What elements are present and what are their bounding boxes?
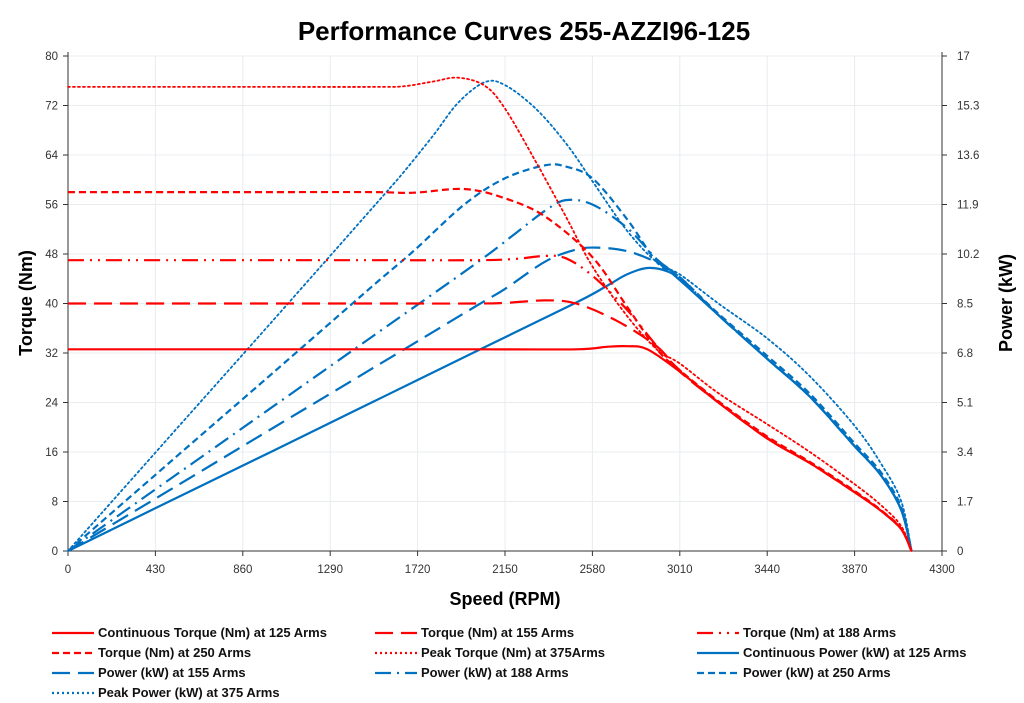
legend-label: Torque (Nm) at 250 Arms xyxy=(98,645,251,660)
legend: Continuous Torque (Nm) at 125 Arms Torque… xyxy=(52,625,966,700)
gridlines xyxy=(68,55,942,551)
series-line-4 xyxy=(67,76,913,552)
chart-title: Performance Curves 255-AZZI96-125 xyxy=(298,16,750,46)
series-line-9 xyxy=(67,79,913,552)
y-tick-label: 32 xyxy=(45,348,58,360)
y2-tick-label: 8.5 xyxy=(957,299,973,311)
legend-label: Power (kW) at 250 Arms xyxy=(743,665,891,680)
x-tick-label: 0 xyxy=(65,564,71,576)
x-tick-label: 3010 xyxy=(667,564,693,576)
y-tick-label: 24 xyxy=(45,398,58,410)
legend-label: Torque (Nm) at 188 Arms xyxy=(743,625,896,640)
legend-label: Torque (Nm) at 155 Arms xyxy=(421,625,574,640)
x-tick-label: 4300 xyxy=(929,564,955,576)
y-tick-label: 72 xyxy=(45,101,58,113)
y2-tick-label: 1.7 xyxy=(957,497,973,509)
x-tick-label: 1720 xyxy=(405,564,431,576)
y-tick-label: 56 xyxy=(45,200,58,212)
y2-tick-label: 0 xyxy=(957,546,963,558)
y-tick-label: 16 xyxy=(45,447,58,459)
y2-tick-label: 13.6 xyxy=(957,150,979,162)
legend-label: Peak Torque (Nm) at 375Arms xyxy=(421,645,605,660)
series-lines xyxy=(67,76,913,552)
x-tick-label: 2150 xyxy=(492,564,518,576)
y2-tick-label: 11.9 xyxy=(957,200,979,212)
y2-tick-label: 3.4 xyxy=(957,447,974,459)
x-tick-label: 3440 xyxy=(754,564,780,576)
y-tick-label: 0 xyxy=(52,546,58,558)
legend-label: Peak Power (kW) at 375 Arms xyxy=(98,685,280,700)
legend-item: Torque (Nm) at 250 Arms xyxy=(52,645,251,660)
legend-item: Power (kW) at 250 Arms xyxy=(697,665,891,680)
x-tick-label: 430 xyxy=(146,564,165,576)
series-line-8 xyxy=(67,163,913,552)
x-tick-label: 2580 xyxy=(580,564,606,576)
legend-item: Torque (Nm) at 155 Arms xyxy=(375,625,574,640)
y2-tick-label: 15.3 xyxy=(957,101,979,113)
legend-item: Peak Power (kW) at 375 Arms xyxy=(52,685,280,700)
legend-label: Continuous Power (kW) at 125 Arms xyxy=(743,645,966,660)
legend-label: Power (kW) at 155 Arms xyxy=(98,665,246,680)
y-tick-label: 40 xyxy=(45,299,58,311)
series-line-6 xyxy=(67,246,913,552)
legend-item: Peak Torque (Nm) at 375Arms xyxy=(375,645,605,660)
series-line-3 xyxy=(68,187,913,552)
legend-item: Continuous Torque (Nm) at 125 Arms xyxy=(52,625,327,640)
legend-item: Power (kW) at 155 Arms xyxy=(52,665,246,680)
legend-label: Continuous Torque (Nm) at 125 Arms xyxy=(98,625,327,640)
axes: 0 430 860 1290 1720 2150 2580 3010 3440 3870 43000… xyxy=(45,51,979,576)
x-axis-label: Speed (RPM) xyxy=(449,589,560,609)
series-line-1 xyxy=(67,299,913,552)
y2-tick-label: 17 xyxy=(957,51,970,63)
x-tick-label: 860 xyxy=(233,564,252,576)
y-axis-label: Torque (Nm) xyxy=(16,250,36,356)
y-tick-label: 48 xyxy=(45,249,58,261)
legend-item: Continuous Power (kW) at 125 Arms xyxy=(697,645,966,660)
y2-tick-label: 5.1 xyxy=(957,398,973,410)
y-tick-label: 8 xyxy=(52,497,58,509)
y-tick-label: 80 xyxy=(45,51,58,63)
y-tick-label: 64 xyxy=(45,150,58,162)
legend-item: Torque (Nm) at 188 Arms xyxy=(697,625,896,640)
y2-tick-label: 6.8 xyxy=(957,348,973,360)
series-line-2 xyxy=(68,254,913,552)
legend-item: Power (kW) at 188 Arms xyxy=(375,665,569,680)
x-tick-label: 1290 xyxy=(317,564,343,576)
y2-axis-label: Power (kW) xyxy=(996,254,1016,352)
legend-label: Power (kW) at 188 Arms xyxy=(421,665,569,680)
x-tick-label: 3870 xyxy=(842,564,868,576)
y2-tick-label: 10.2 xyxy=(957,249,979,261)
